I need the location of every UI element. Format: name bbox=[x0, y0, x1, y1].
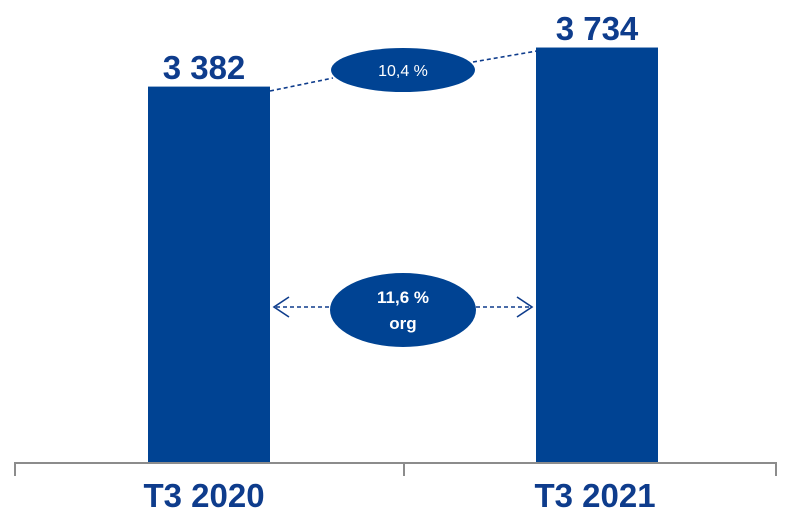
growth-connector-right bbox=[472, 50, 538, 63]
value-label-2020: 3 382 bbox=[163, 49, 246, 86]
bar-t3-2020 bbox=[148, 86, 270, 463]
growth-bubble-text: 10,4 % bbox=[378, 63, 428, 80]
bar-t3-2021 bbox=[536, 47, 658, 462]
organic-arrowhead-left-icon bbox=[272, 296, 290, 318]
category-label-2020: T3 2020 bbox=[143, 477, 264, 511]
organic-arrowhead-right-icon bbox=[516, 296, 534, 318]
organic-growth-value: 11,6 % bbox=[377, 288, 429, 307]
growth-connector-left bbox=[269, 77, 334, 92]
category-label-2021: T3 2021 bbox=[534, 477, 655, 511]
value-label-2021: 3 734 bbox=[556, 10, 639, 47]
bars-group bbox=[148, 47, 658, 463]
organic-growth-label: org bbox=[389, 314, 416, 333]
growth-bubble bbox=[331, 48, 475, 92]
organic-growth-bubble bbox=[330, 273, 476, 347]
